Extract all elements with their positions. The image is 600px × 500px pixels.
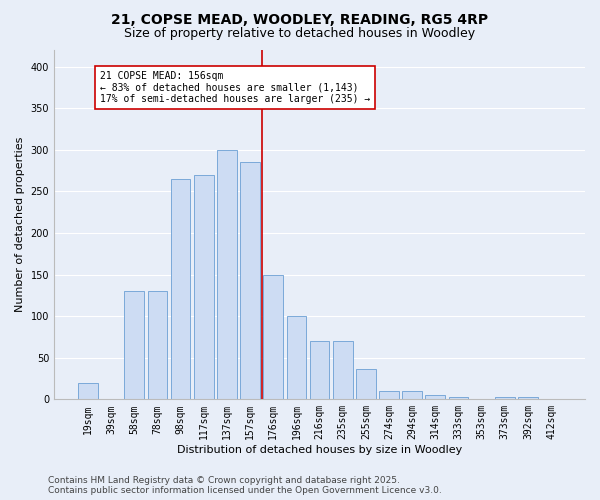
Text: 21, COPSE MEAD, WOODLEY, READING, RG5 4RP: 21, COPSE MEAD, WOODLEY, READING, RG5 4R… <box>112 12 488 26</box>
Bar <box>287 316 306 400</box>
X-axis label: Distribution of detached houses by size in Woodley: Distribution of detached houses by size … <box>177 445 462 455</box>
Bar <box>124 291 144 400</box>
Bar <box>379 391 399 400</box>
Bar <box>171 179 190 400</box>
Bar <box>78 382 98 400</box>
Bar <box>518 397 538 400</box>
Text: Size of property relative to detached houses in Woodley: Size of property relative to detached ho… <box>124 28 476 40</box>
Bar <box>194 175 214 400</box>
Bar <box>263 274 283 400</box>
Bar <box>333 341 353 400</box>
Bar <box>217 150 237 400</box>
Bar <box>240 162 260 400</box>
Bar <box>148 291 167 400</box>
Bar <box>449 397 468 400</box>
Bar <box>310 341 329 400</box>
Bar <box>402 391 422 400</box>
Text: Contains HM Land Registry data © Crown copyright and database right 2025.
Contai: Contains HM Land Registry data © Crown c… <box>48 476 442 495</box>
Bar <box>356 368 376 400</box>
Bar <box>425 395 445 400</box>
Bar <box>495 397 515 400</box>
Y-axis label: Number of detached properties: Number of detached properties <box>15 137 25 312</box>
Text: 21 COPSE MEAD: 156sqm
← 83% of detached houses are smaller (1,143)
17% of semi-d: 21 COPSE MEAD: 156sqm ← 83% of detached … <box>100 71 370 104</box>
